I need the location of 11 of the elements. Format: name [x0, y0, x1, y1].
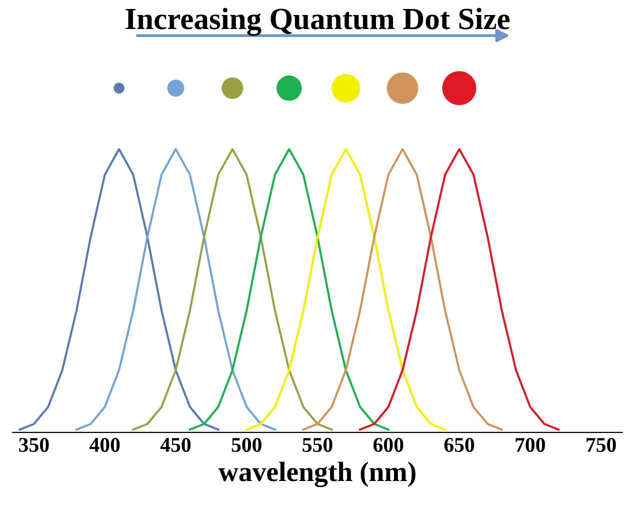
- x-tick-label: 600: [373, 438, 404, 452]
- x-tick-label: 400: [90, 438, 120, 452]
- x-tick-label: 750: [586, 438, 616, 452]
- x-tick-label: 550: [302, 438, 332, 452]
- x-axis-title: wavelength (nm): [218, 462, 416, 488]
- x-tick-label: 350: [19, 438, 49, 452]
- x-tick-label: 700: [516, 438, 545, 452]
- chart-title: Increasing Quantum Dot Size: [126, 8, 510, 36]
- x-tick-label: 650: [444, 438, 474, 452]
- x-tick-label: 450: [160, 438, 191, 452]
- x-tick-label: 500: [232, 438, 262, 452]
